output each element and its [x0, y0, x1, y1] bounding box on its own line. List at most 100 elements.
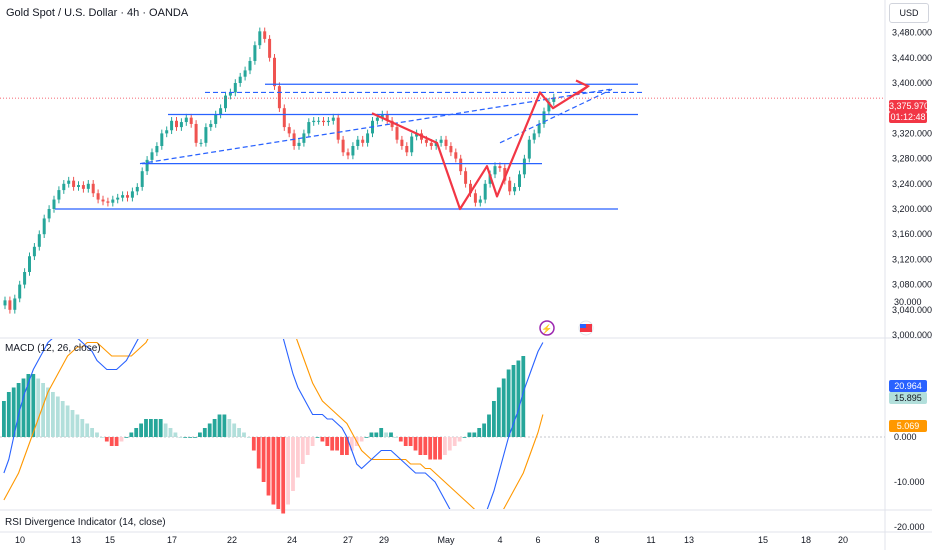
macd-histogram-bar	[55, 396, 60, 437]
macd-histogram-bar	[521, 356, 526, 437]
candle	[346, 152, 350, 156]
macd-histogram-bar	[227, 419, 232, 437]
macd-histogram-bar	[85, 423, 90, 437]
candle	[513, 186, 517, 192]
price-axis-label: 3,280.000	[892, 154, 932, 164]
currency-selector[interactable]: USD	[889, 3, 929, 23]
candle	[478, 199, 482, 203]
macd-histogram-bar	[144, 419, 148, 437]
candle	[258, 31, 262, 46]
chart-title: Gold Spot / U.S. Dollar · 4h · OANDA	[6, 7, 189, 19]
macd-histogram-bar	[193, 437, 197, 438]
price-axis-label: 3,480.000	[892, 28, 932, 38]
candle	[145, 159, 149, 172]
macd-histogram-bar	[296, 437, 300, 478]
dashed-trend-line	[499, 88, 613, 144]
macd-histogram-bar	[104, 437, 109, 442]
candle	[47, 209, 51, 219]
macd-histogram-bar	[291, 437, 295, 491]
candle	[18, 284, 22, 299]
macd-histogram-bar	[438, 437, 442, 460]
time-axis-label: 4	[497, 535, 502, 545]
pattern-arrow-head	[575, 79, 591, 96]
candle	[459, 158, 463, 172]
candle	[449, 146, 453, 153]
candle	[542, 111, 546, 124]
time-axis-label: 22	[227, 535, 237, 545]
candle	[219, 108, 223, 115]
macd-histogram-bar	[256, 437, 261, 469]
candle	[228, 92, 232, 96]
candle	[434, 142, 438, 146]
macd-histogram-bar	[100, 437, 104, 438]
earnings-event-icon	[539, 320, 555, 336]
macd-histogram-bar	[457, 437, 462, 442]
candle	[130, 191, 134, 198]
macd-histogram-bar	[345, 437, 349, 455]
candle	[126, 195, 129, 198]
candle	[160, 133, 164, 146]
candle	[8, 300, 12, 310]
signal-value-tag: 5.069	[889, 420, 927, 432]
price-axis-label: 3,160.000	[892, 229, 932, 239]
macd-histogram-bar	[114, 437, 119, 446]
macd-histogram-bar	[364, 437, 369, 438]
macd-histogram-bar	[452, 437, 457, 446]
rsi-pane-label: RSI Divergence Indicator (14, close)	[5, 517, 166, 528]
candle	[28, 256, 31, 272]
macd-histogram-bar	[369, 432, 374, 437]
candle	[522, 158, 526, 175]
price-axis-label: 3,440.000	[892, 53, 932, 63]
candle	[518, 174, 521, 187]
candle	[81, 185, 85, 189]
macd-histogram-bar	[340, 437, 344, 455]
macd-histogram-bar	[335, 437, 339, 451]
candle	[361, 139, 365, 143]
candle	[111, 199, 115, 203]
macd-histogram-bar	[359, 437, 364, 442]
macd-histogram-bar	[119, 437, 124, 442]
candle	[483, 183, 487, 200]
candle	[209, 123, 213, 128]
candle	[429, 142, 433, 146]
macd-histogram-bar	[41, 383, 45, 437]
macd-histogram-bar	[16, 383, 21, 437]
candle	[23, 272, 27, 285]
macd-line	[3, 339, 544, 509]
candle	[322, 120, 325, 123]
macd-histogram-bar	[188, 437, 192, 438]
macd-histogram-bar	[202, 428, 207, 437]
candle	[140, 171, 144, 187]
candle	[86, 183, 90, 189]
candle	[400, 139, 404, 146]
candle	[498, 166, 502, 169]
macd-histogram-bar	[300, 437, 305, 464]
candle	[268, 38, 272, 58]
candle	[473, 193, 477, 203]
candle	[444, 139, 448, 146]
macd-histogram-bar	[418, 437, 423, 455]
candle	[336, 117, 340, 140]
histogram-value-tag: 15.895	[889, 392, 927, 404]
macd-axis-label: -20.000	[894, 522, 925, 532]
macd-histogram-bar	[237, 428, 241, 437]
candle	[184, 117, 188, 123]
macd-histogram-bar	[51, 392, 55, 437]
candle	[287, 127, 291, 134]
macd-histogram-bar	[36, 378, 41, 437]
candle	[52, 199, 56, 209]
candle	[121, 195, 125, 198]
price-axis-label: 3,320.000	[892, 128, 932, 138]
candle	[37, 234, 41, 247]
candle	[415, 133, 419, 137]
candle	[410, 136, 414, 153]
macd-histogram-bar	[212, 419, 217, 437]
candle	[62, 183, 66, 191]
candle	[57, 190, 61, 200]
macd-histogram-bar	[320, 437, 325, 442]
candle	[341, 139, 345, 153]
time-axis-label: 15	[105, 535, 115, 545]
macd-histogram-bar	[60, 401, 65, 437]
macd-histogram-bar	[26, 374, 31, 437]
